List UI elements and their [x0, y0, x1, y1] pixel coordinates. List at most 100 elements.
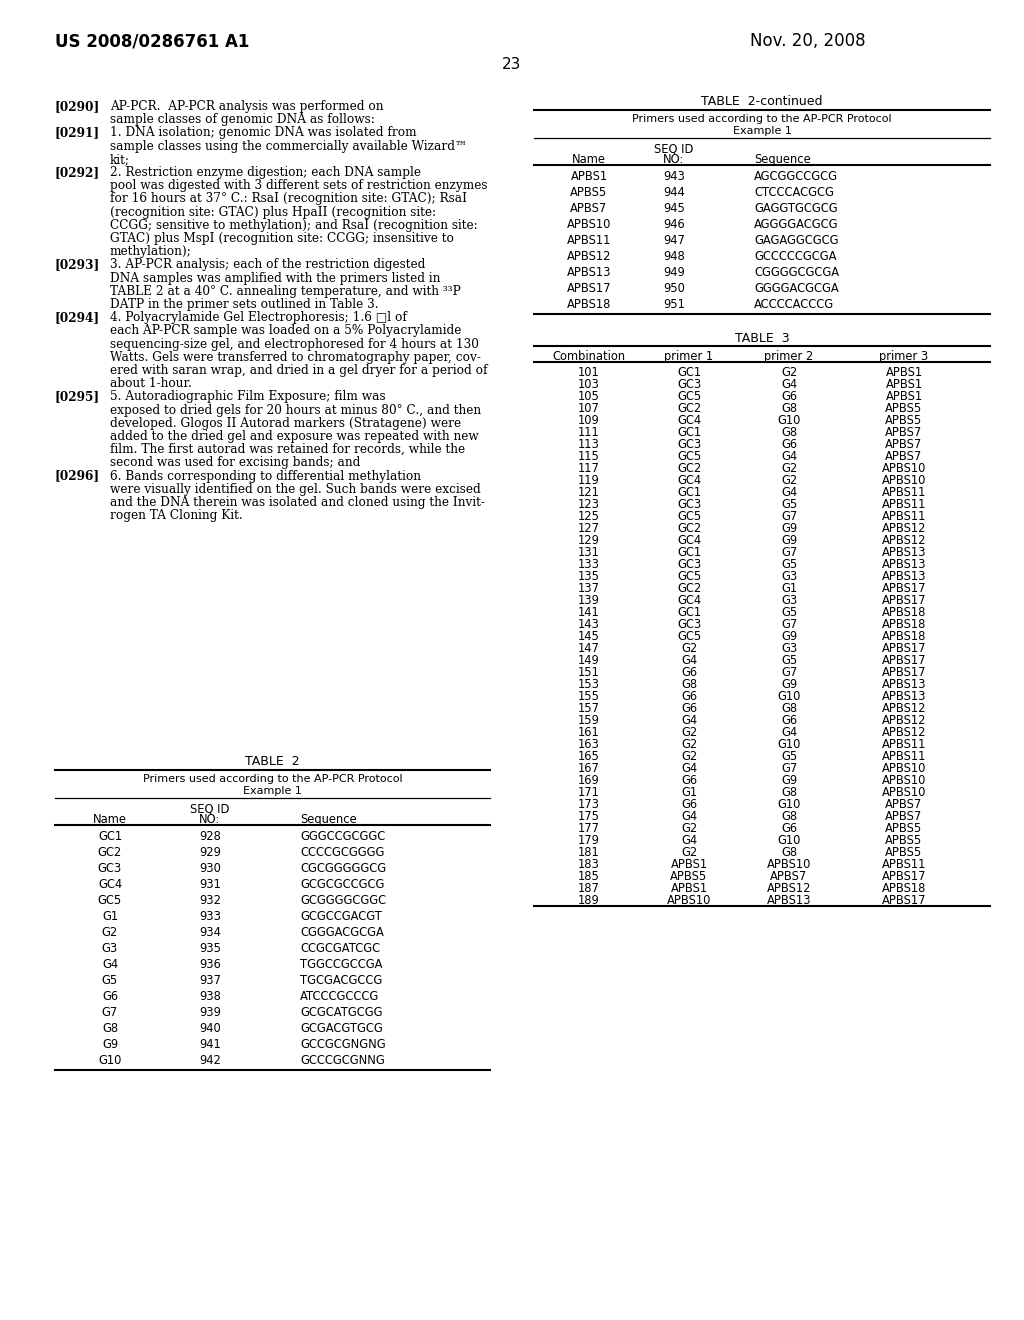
- Text: 165: 165: [579, 750, 600, 763]
- Text: pool was digested with 3 different sets of restriction enzymes: pool was digested with 3 different sets …: [110, 180, 487, 193]
- Text: CTCCCACGCG: CTCCCACGCG: [754, 186, 834, 199]
- Text: G4: G4: [681, 653, 697, 667]
- Text: GCCCGCGNNG: GCCCGCGNNG: [300, 1053, 385, 1067]
- Text: APBS11: APBS11: [882, 750, 926, 763]
- Text: APBS13: APBS13: [882, 546, 927, 558]
- Text: G6: G6: [102, 990, 118, 1003]
- Text: 115: 115: [579, 450, 600, 463]
- Text: G1: G1: [102, 909, 118, 923]
- Text: 127: 127: [578, 521, 600, 535]
- Text: DATP in the primer sets outlined in Table 3.: DATP in the primer sets outlined in Tabl…: [110, 298, 379, 312]
- Text: APBS13: APBS13: [882, 678, 927, 690]
- Text: CGCGGGGGCG: CGCGGGGGCG: [300, 862, 386, 875]
- Text: rogen TA Cloning Kit.: rogen TA Cloning Kit.: [110, 510, 243, 523]
- Text: G2: G2: [681, 726, 697, 739]
- Text: 948: 948: [664, 249, 685, 263]
- Text: G4: G4: [781, 486, 797, 499]
- Text: 940: 940: [199, 1022, 221, 1035]
- Text: APBS13: APBS13: [882, 558, 927, 572]
- Text: G5: G5: [781, 498, 797, 511]
- Text: 169: 169: [579, 774, 600, 787]
- Text: TGGCCGCCGA: TGGCCGCCGA: [300, 958, 383, 972]
- Text: GC5: GC5: [98, 894, 122, 907]
- Text: [0292]: [0292]: [55, 166, 100, 180]
- Text: APBS7: APBS7: [886, 426, 923, 440]
- Text: GC4: GC4: [677, 535, 701, 546]
- Text: APBS11: APBS11: [882, 858, 926, 871]
- Text: APBS12: APBS12: [767, 882, 811, 895]
- Text: G2: G2: [681, 846, 697, 859]
- Text: 2. Restriction enzyme digestion; each DNA sample: 2. Restriction enzyme digestion; each DN…: [110, 166, 421, 180]
- Text: G4: G4: [681, 810, 697, 822]
- Text: 946: 946: [664, 218, 685, 231]
- Text: Primers used according to the AP-PCR Protocol: Primers used according to the AP-PCR Pro…: [142, 774, 402, 784]
- Text: APBS18: APBS18: [882, 630, 926, 643]
- Text: 121: 121: [579, 486, 600, 499]
- Text: APBS1: APBS1: [570, 170, 607, 183]
- Text: 109: 109: [579, 414, 600, 426]
- Text: SEQ ID: SEQ ID: [190, 803, 229, 814]
- Text: APBS18: APBS18: [882, 618, 926, 631]
- Text: Name: Name: [93, 813, 127, 826]
- Text: APBS10: APBS10: [882, 762, 926, 775]
- Text: Primers used according to the AP-PCR Protocol: Primers used according to the AP-PCR Pro…: [632, 114, 892, 124]
- Text: G10: G10: [777, 414, 801, 426]
- Text: each AP-PCR sample was loaded on a 5% Polyacrylamide: each AP-PCR sample was loaded on a 5% Po…: [110, 325, 462, 338]
- Text: 167: 167: [579, 762, 600, 775]
- Text: G3: G3: [781, 594, 797, 607]
- Text: G6: G6: [681, 690, 697, 704]
- Text: 139: 139: [579, 594, 600, 607]
- Text: GCCCCCGCGA: GCCCCCGCGA: [754, 249, 837, 263]
- Text: sample classes using the commercially available Wizard™: sample classes using the commercially av…: [110, 140, 467, 153]
- Text: G9: G9: [781, 678, 797, 690]
- Text: US 2008/0286761 A1: US 2008/0286761 A1: [55, 32, 250, 50]
- Text: GCGACGTGCG: GCGACGTGCG: [300, 1022, 383, 1035]
- Text: APBS12: APBS12: [882, 521, 927, 535]
- Text: G7: G7: [781, 667, 797, 678]
- Text: CCCCGCGGGG: CCCCGCGGGG: [300, 846, 384, 859]
- Text: 103: 103: [579, 378, 600, 391]
- Text: 929: 929: [199, 846, 221, 859]
- Text: developed. Glogos II Autorad markers (Stratagene) were: developed. Glogos II Autorad markers (St…: [110, 417, 461, 430]
- Text: APBS5: APBS5: [886, 846, 923, 859]
- Text: APBS13: APBS13: [566, 267, 611, 279]
- Text: G8: G8: [781, 810, 797, 822]
- Text: 945: 945: [664, 202, 685, 215]
- Text: G1: G1: [681, 785, 697, 799]
- Text: GC2: GC2: [677, 582, 701, 595]
- Text: APBS17: APBS17: [882, 653, 927, 667]
- Text: 101: 101: [579, 366, 600, 379]
- Text: 183: 183: [579, 858, 600, 871]
- Text: G9: G9: [102, 1038, 118, 1051]
- Text: APBS17: APBS17: [882, 870, 927, 883]
- Text: G10: G10: [98, 1053, 122, 1067]
- Text: APBS10: APBS10: [667, 894, 712, 907]
- Text: G5: G5: [101, 974, 118, 987]
- Text: Sequence: Sequence: [300, 813, 356, 826]
- Text: G7: G7: [781, 618, 797, 631]
- Text: APBS11: APBS11: [882, 498, 926, 511]
- Text: G6: G6: [781, 714, 797, 727]
- Text: about 1-hour.: about 1-hour.: [110, 378, 191, 391]
- Text: GAGGTGCGCG: GAGGTGCGCG: [754, 202, 838, 215]
- Text: for 16 hours at 37° C.: RsaI (recognition site: GTAC); RsaI: for 16 hours at 37° C.: RsaI (recognitio…: [110, 193, 467, 206]
- Text: GC2: GC2: [98, 846, 122, 859]
- Text: CGGGACGCGA: CGGGACGCGA: [300, 927, 384, 939]
- Text: were visually identified on the gel. Such bands were excised: were visually identified on the gel. Suc…: [110, 483, 480, 496]
- Text: 177: 177: [578, 822, 600, 836]
- Text: GCGCCGACGT: GCGCCGACGT: [300, 909, 382, 923]
- Text: APBS13: APBS13: [767, 894, 811, 907]
- Text: 123: 123: [578, 498, 600, 511]
- Text: 133: 133: [578, 558, 600, 572]
- Text: GC4: GC4: [677, 474, 701, 487]
- Text: APBS12: APBS12: [882, 702, 927, 715]
- Text: APBS7: APBS7: [886, 799, 923, 810]
- Text: APBS7: APBS7: [770, 870, 808, 883]
- Text: 943: 943: [664, 170, 685, 183]
- Text: GC3: GC3: [677, 438, 701, 451]
- Text: G8: G8: [681, 678, 697, 690]
- Text: G2: G2: [681, 642, 697, 655]
- Text: added to the dried gel and exposure was repeated with new: added to the dried gel and exposure was …: [110, 430, 479, 444]
- Text: G9: G9: [781, 535, 797, 546]
- Text: 937: 937: [199, 974, 221, 987]
